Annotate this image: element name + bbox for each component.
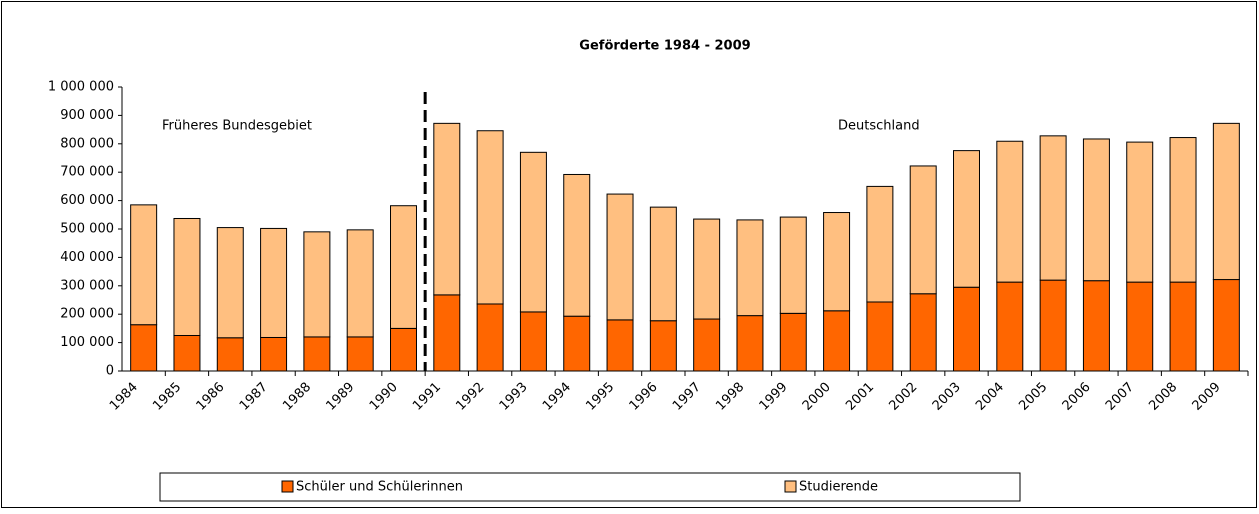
y-tick-label: 900 000	[60, 108, 114, 123]
y-tick-label: 600 000	[60, 193, 114, 208]
y-tick-label: 500 000	[60, 222, 114, 237]
y-tick-label: 100 000	[60, 335, 114, 350]
bar-segment	[606, 193, 634, 321]
bar-segment	[996, 140, 1024, 283]
bar-segment	[1212, 122, 1240, 281]
y-tick-label: 800 000	[60, 136, 114, 151]
legend-label: Studierende	[799, 480, 878, 495]
bar-segment	[823, 212, 851, 312]
bar-segment	[649, 320, 677, 372]
bar-segment	[476, 303, 504, 372]
bar-segment	[779, 312, 807, 372]
bar-segment	[303, 231, 331, 338]
bar-segment	[909, 165, 937, 295]
y-tick-label: 300 000	[60, 278, 114, 293]
bar-segment	[563, 315, 591, 372]
bar-segment	[519, 311, 547, 372]
chart-title: Geförderte 1984 - 2009	[579, 39, 750, 54]
bar-segment	[1212, 279, 1240, 372]
bar-segment	[866, 185, 894, 303]
bar-segment	[260, 336, 288, 372]
bar-segment	[260, 227, 288, 338]
bar-segment	[909, 293, 937, 372]
bar-segment	[866, 301, 894, 372]
bar-segment	[476, 130, 504, 305]
bar-segment	[173, 217, 201, 337]
bar-segment	[1169, 281, 1197, 372]
bar-segment	[693, 318, 721, 372]
bar-segment	[433, 122, 461, 296]
annotation: Früheres Bundesgebiet	[162, 119, 312, 134]
bar-segment	[1082, 280, 1110, 372]
bar-segment	[563, 173, 591, 317]
bar-segment	[390, 205, 417, 329]
legend-box	[159, 472, 1021, 502]
bar-segment	[779, 216, 807, 314]
legend-swatch	[281, 480, 294, 493]
bar-segment	[1169, 137, 1197, 283]
y-tick-label: 700 000	[60, 165, 114, 180]
bar-segment	[606, 319, 634, 372]
bar-segment	[346, 336, 374, 372]
legend-label: Schüler und Schülerinnen	[296, 480, 463, 495]
bar-segment	[173, 335, 201, 372]
y-tick-label: 200 000	[60, 307, 114, 322]
bar-segment	[216, 337, 244, 372]
bar-segment	[996, 281, 1024, 372]
bar-segment	[1082, 138, 1110, 282]
bar-segment	[1126, 141, 1154, 283]
bar-segment	[953, 150, 980, 288]
y-tick-label: 1 000 000	[48, 80, 114, 95]
bar-segment	[216, 227, 244, 339]
bar-segment	[953, 286, 980, 372]
bar-segment	[433, 294, 461, 372]
bar-segment	[736, 219, 764, 317]
bar-segment	[303, 336, 331, 372]
bar-segment	[823, 310, 851, 372]
bar-segment	[693, 218, 721, 320]
legend-swatch	[784, 480, 797, 493]
annotation: Deutschland	[838, 119, 920, 134]
y-tick-label: 400 000	[60, 250, 114, 265]
bar-segment	[390, 327, 417, 372]
bar-segment	[1039, 135, 1067, 281]
bar-segment	[519, 151, 547, 313]
y-tick-label: 0	[106, 364, 114, 379]
bar-segment	[130, 324, 158, 372]
bar-segment	[1126, 281, 1154, 372]
bar-segment	[736, 315, 764, 372]
bar-segment	[346, 229, 374, 338]
bar-segment	[130, 204, 158, 326]
bar-segment	[1039, 279, 1067, 372]
bar-segment	[649, 206, 677, 322]
